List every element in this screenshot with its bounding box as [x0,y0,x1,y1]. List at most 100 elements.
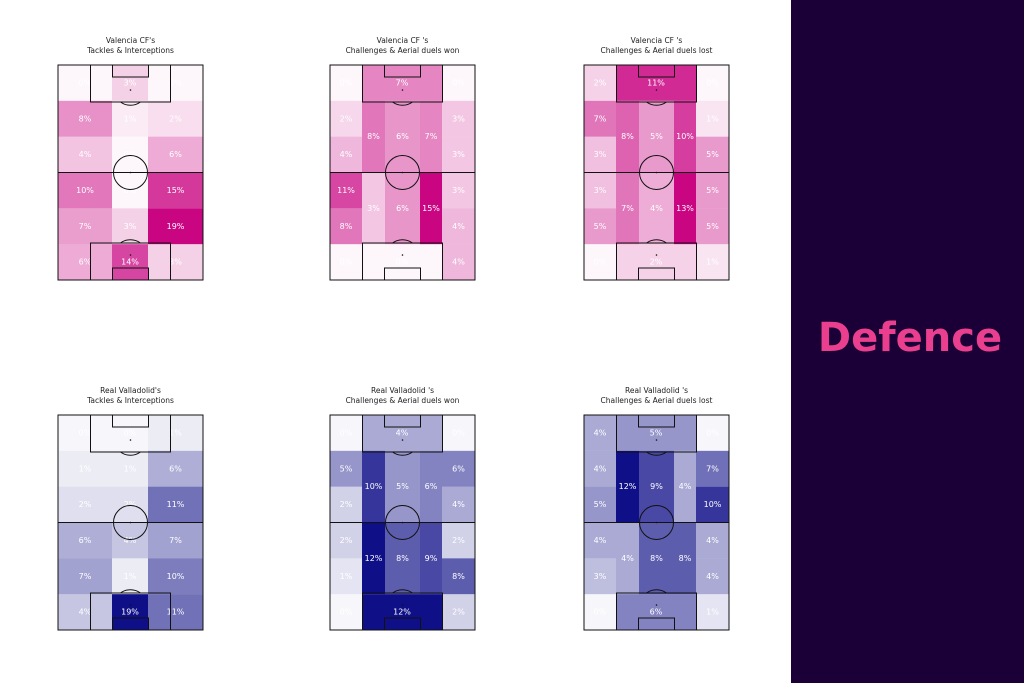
zone [674,522,696,595]
zone-label: 11% [337,186,355,195]
zone-label: 0% [452,78,465,87]
zone [362,522,385,595]
zone-label: 9% [425,554,438,563]
zone-label: 10% [76,186,94,195]
six-yard-box [384,617,421,631]
zone-label: 4% [452,222,465,231]
zone-label: 4% [340,150,353,159]
zone-label: 2% [340,500,353,509]
zone [442,208,475,245]
zone [584,486,616,523]
penalty-arc [120,101,141,106]
zone-label: 1% [706,114,719,123]
zone [58,208,112,245]
penalty-spot [655,89,658,91]
zone-label: 8% [79,114,92,123]
six-yard-box [384,414,421,428]
zone [330,208,362,245]
penalty-arc [646,589,667,594]
zone [674,450,696,523]
zone-label: 15% [167,186,185,195]
zone-label: 2% [594,78,607,87]
zone-label: 6% [79,536,92,545]
zone [696,208,729,245]
zone [148,172,203,209]
penalty-arc [392,239,413,244]
penalty-spot [655,439,658,441]
zone [696,594,729,630]
zone-label: 0% [124,428,137,437]
zone [616,415,696,451]
zone-label: 2% [340,114,353,123]
zone [148,594,203,630]
penalty-arc [392,451,413,456]
penalty-arc [120,589,141,594]
zone [362,594,442,630]
zone-label: 5% [396,482,409,491]
zone-label: 0% [706,428,719,437]
zone-label: 6% [79,258,92,267]
zone-label: 7% [79,572,92,581]
six-yard-box [638,414,675,428]
zone-label: 2% [124,500,137,509]
zone-label: 12% [365,554,383,563]
zone-label: 0% [340,608,353,617]
zone [330,450,362,487]
centre-spot [401,171,404,174]
zone [442,522,475,559]
zone-label: 11% [167,608,185,617]
zone [420,450,442,523]
zone [112,558,148,595]
zone [362,415,442,451]
zone [362,100,385,173]
zone-label: 8% [621,132,634,141]
zone [420,522,442,595]
penalty-spot [129,604,132,606]
zone [616,450,639,523]
panel-team: Real Valladolid 's [371,386,434,395]
zone-label: 0% [340,258,353,267]
penalty-arc [646,239,667,244]
zone-label: 7% [706,464,719,473]
zone-label: 8% [650,554,663,563]
zone [330,172,362,209]
zone-label: 6% [169,464,182,473]
zone-label: 0% [396,258,409,267]
zone-label: 2% [650,258,663,267]
zone-label: 1% [124,572,137,581]
zone-label: 11% [167,500,185,509]
zone-label: 2% [169,114,182,123]
zone-label: 3% [594,150,607,159]
zone [616,594,696,630]
zone-label: 2% [452,608,465,617]
zone-label: 4% [594,428,607,437]
penalty-spot [401,89,404,91]
zone [148,558,203,595]
zone [442,558,475,595]
zone [58,172,112,209]
zone-label: 8% [340,222,353,231]
centre-spot [401,521,404,524]
zone [330,486,362,523]
panel-metric: Challenges & Aerial duels won [346,396,460,405]
six-yard-box [112,64,149,78]
zone-label: 1% [124,114,137,123]
zone-label: 8% [396,554,409,563]
zone [420,172,442,245]
zone-label: 6% [650,608,663,617]
zone-label: 3% [367,204,380,213]
zone [584,450,616,487]
zone [362,172,385,245]
zone-label: 0% [340,428,353,437]
zone-label: 0% [452,428,465,437]
zone [58,558,112,595]
zone [616,65,696,101]
zone-label: 5% [706,150,719,159]
zone-label: 3% [124,222,137,231]
zone [330,136,362,173]
zone [442,100,475,137]
zone-label: 0% [124,186,137,195]
zone-label: 0% [706,78,719,87]
